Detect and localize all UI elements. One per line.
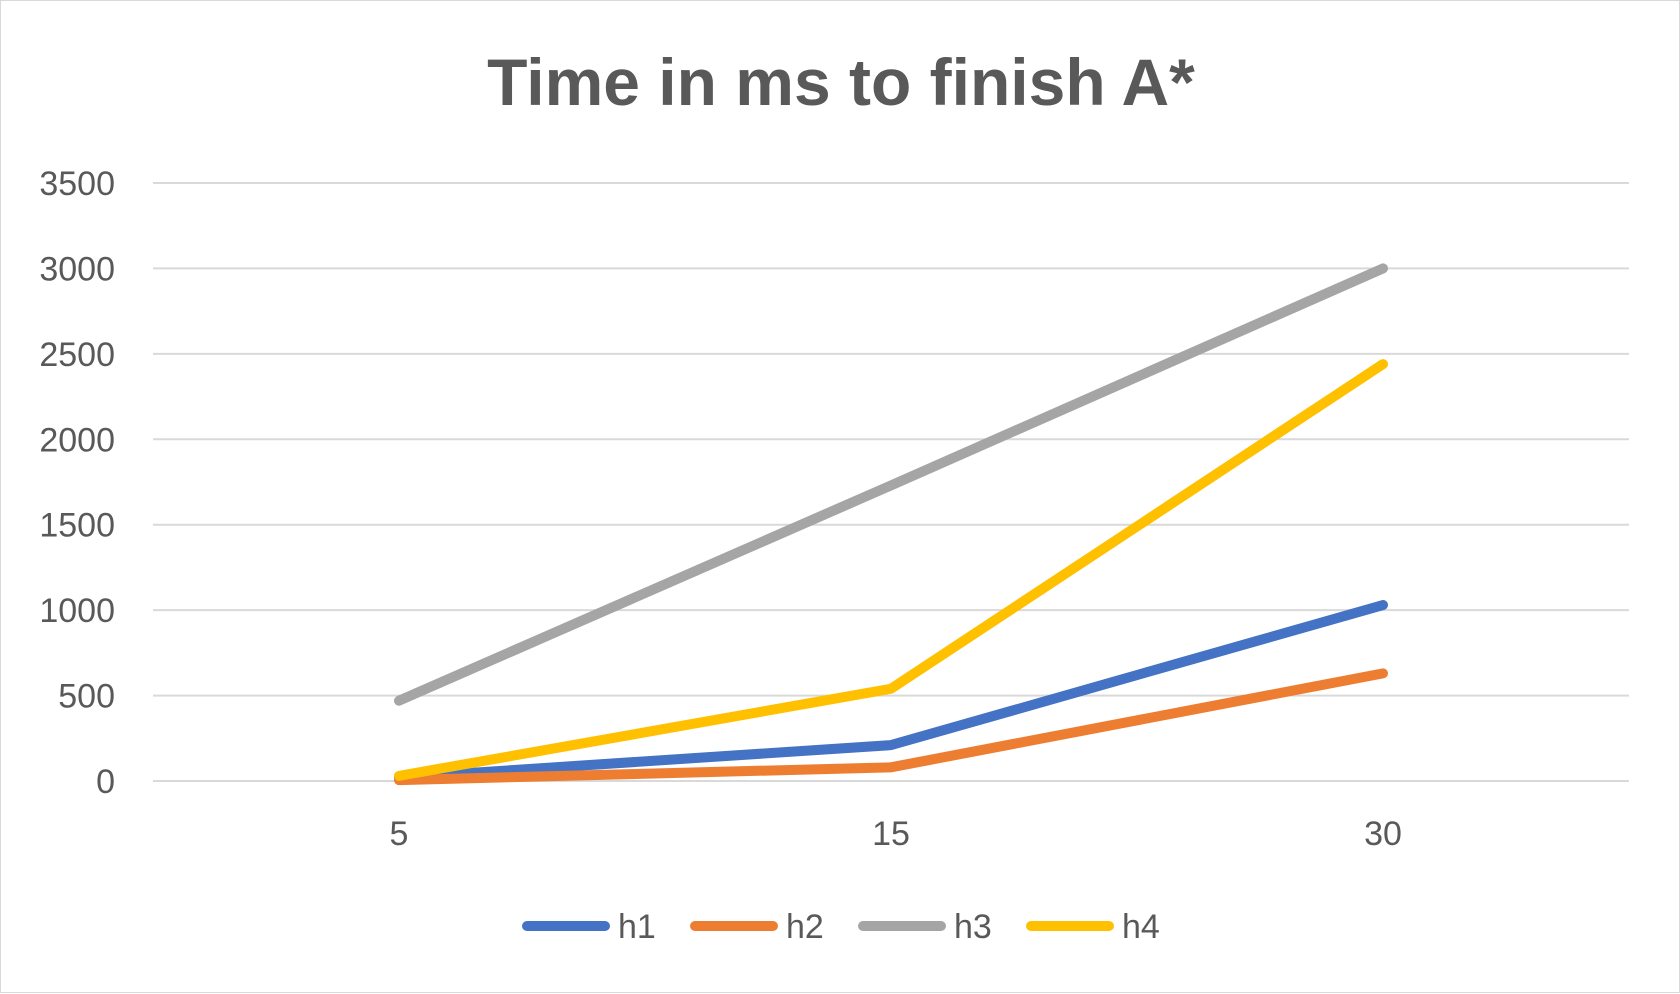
y-tick-label: 500: [58, 678, 115, 716]
y-tick-label: 2500: [39, 336, 115, 374]
legend-item-h3: h3: [863, 908, 992, 946]
y-tick-label: 3000: [39, 250, 115, 288]
y-tick-label: 1500: [39, 507, 115, 545]
x-tick-label: 30: [1364, 815, 1402, 853]
legend: h1 h2 h3 h4: [527, 908, 1160, 946]
x-tick-label: 5: [390, 815, 409, 853]
legend-label: h2: [786, 908, 824, 946]
legend-item-h4: h4: [1031, 908, 1160, 946]
chart-title: Time in ms to finish A*: [487, 45, 1195, 119]
legend-item-h2: h2: [695, 908, 824, 946]
x-axis-ticks: 5 15 30: [390, 815, 1402, 853]
y-axis-ticks: 0 500 1000 1500 2000 2500 3000 3500: [39, 165, 115, 801]
y-tick-label: 0: [96, 763, 115, 801]
y-tick-label: 1000: [39, 592, 115, 630]
legend-label: h4: [1122, 908, 1160, 946]
series-line-h4: [399, 364, 1383, 776]
y-tick-label: 3500: [39, 165, 115, 203]
series-line-h3: [399, 268, 1383, 700]
legend-item-h1: h1: [527, 908, 656, 946]
x-tick-label: 15: [872, 815, 910, 853]
legend-label: h1: [618, 908, 656, 946]
legend-label: h3: [954, 908, 992, 946]
y-tick-label: 2000: [39, 421, 115, 459]
